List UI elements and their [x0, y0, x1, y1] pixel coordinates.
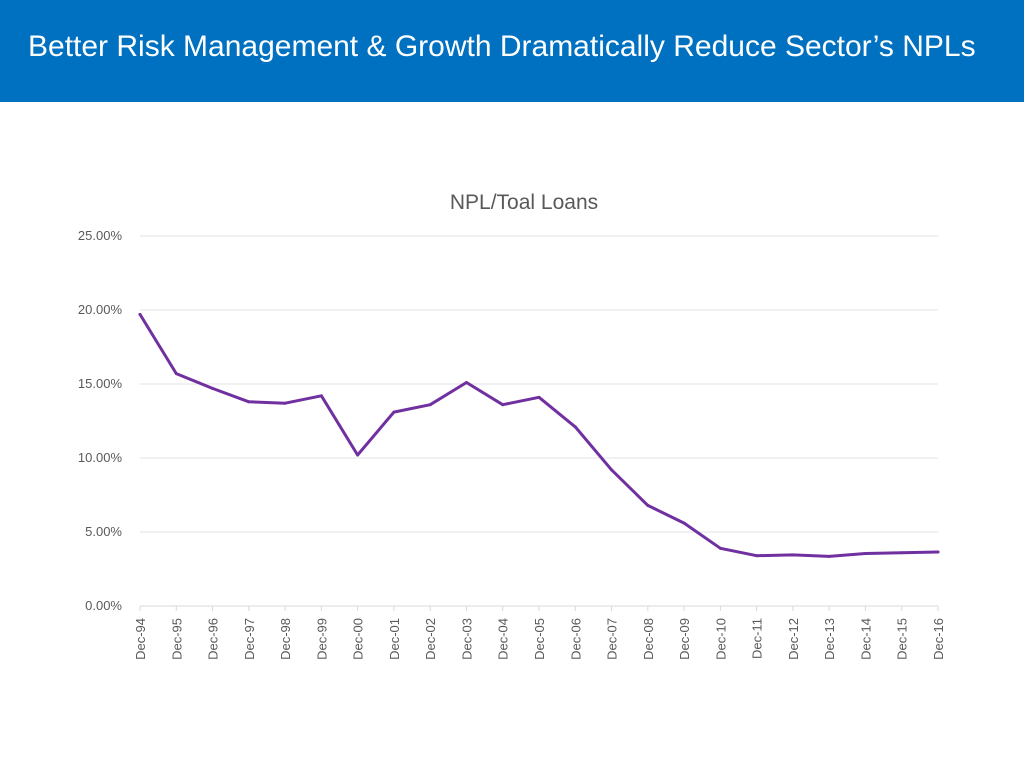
- x-tick-label: Dec-98: [278, 618, 293, 660]
- data-point: [392, 410, 396, 414]
- x-tick-label: Dec-07: [605, 618, 620, 660]
- x-tick-label: Dec-10: [713, 618, 728, 660]
- data-point: [537, 395, 541, 399]
- y-axis: 0.00% 5.00% 10.00% 15.00% 20.00% 25.00%: [78, 228, 123, 613]
- x-tick-label: Dec-02: [423, 618, 438, 660]
- y-tick-label: 5.00%: [85, 524, 122, 539]
- y-tick-label: 25.00%: [78, 228, 123, 243]
- x-tick-label: Dec-12: [786, 618, 801, 660]
- title-bar: Better Risk Management & Growth Dramatic…: [0, 0, 1024, 102]
- x-tick-label: Dec-01: [387, 618, 402, 660]
- x-tick-label: Dec-96: [206, 618, 221, 660]
- data-point: [283, 401, 287, 405]
- data-point: [464, 381, 468, 385]
- data-point: [863, 551, 867, 555]
- y-tick-label: 0.00%: [85, 598, 122, 613]
- data-point: [319, 394, 323, 398]
- x-tick-label: Dec-04: [496, 618, 511, 660]
- npl-line-chart: NPL/Toal Loans 0.00% 5.00% 10.00% 15.00% 20.…: [78, 191, 946, 660]
- x-tick-label: Dec-16: [931, 618, 946, 660]
- x-axis: Dec-94 Dec-95 Dec-96 Dec-97 Dec-98 Dec-99 Dec-…: [133, 606, 946, 660]
- x-tick-label: Dec-15: [895, 618, 910, 660]
- series-line: [138, 312, 940, 558]
- data-point: [936, 550, 940, 554]
- x-tick-label: Dec-94: [133, 618, 148, 660]
- y-tick-label: 15.00%: [78, 376, 123, 391]
- y-tick-label: 20.00%: [78, 302, 123, 317]
- data-point: [610, 468, 614, 472]
- y-tick-label: 10.00%: [78, 450, 123, 465]
- slide-title: Better Risk Management & Growth Dramatic…: [28, 30, 976, 63]
- x-tick-label: Dec-09: [677, 618, 692, 660]
- x-tick-label: Dec-00: [351, 618, 366, 660]
- data-point: [791, 553, 795, 557]
- x-tick-label: Dec-05: [532, 618, 547, 660]
- data-point: [573, 425, 577, 429]
- x-tick-label: Dec-99: [314, 618, 329, 660]
- data-point: [211, 386, 215, 390]
- data-point: [827, 554, 831, 558]
- data-point: [247, 400, 251, 404]
- data-point: [900, 551, 904, 555]
- data-point: [682, 521, 686, 525]
- x-tick-label: Dec-13: [822, 618, 837, 660]
- x-tick-label: Dec-08: [641, 618, 656, 660]
- gridlines: [140, 235, 938, 607]
- data-point: [718, 546, 722, 550]
- x-tick-label: Dec-95: [169, 618, 184, 660]
- data-point: [138, 312, 142, 316]
- data-point: [501, 403, 505, 407]
- chart-title: NPL/Toal Loans: [450, 191, 598, 214]
- x-tick-label: Dec-97: [242, 618, 257, 660]
- x-tick-label: Dec-06: [568, 618, 583, 660]
- data-point: [356, 453, 360, 457]
- x-tick-label: Dec-03: [459, 618, 474, 660]
- data-point: [428, 403, 432, 407]
- data-point: [174, 372, 178, 376]
- x-tick-label: Dec-14: [858, 618, 873, 660]
- x-tick-label: Dec-11: [750, 618, 765, 659]
- chart-area: NPL/Toal Loans 0.00% 5.00% 10.00% 15.00% 20.…: [0, 102, 1024, 768]
- data-point: [646, 503, 650, 507]
- series-layer: [138, 312, 940, 558]
- data-point: [755, 554, 759, 558]
